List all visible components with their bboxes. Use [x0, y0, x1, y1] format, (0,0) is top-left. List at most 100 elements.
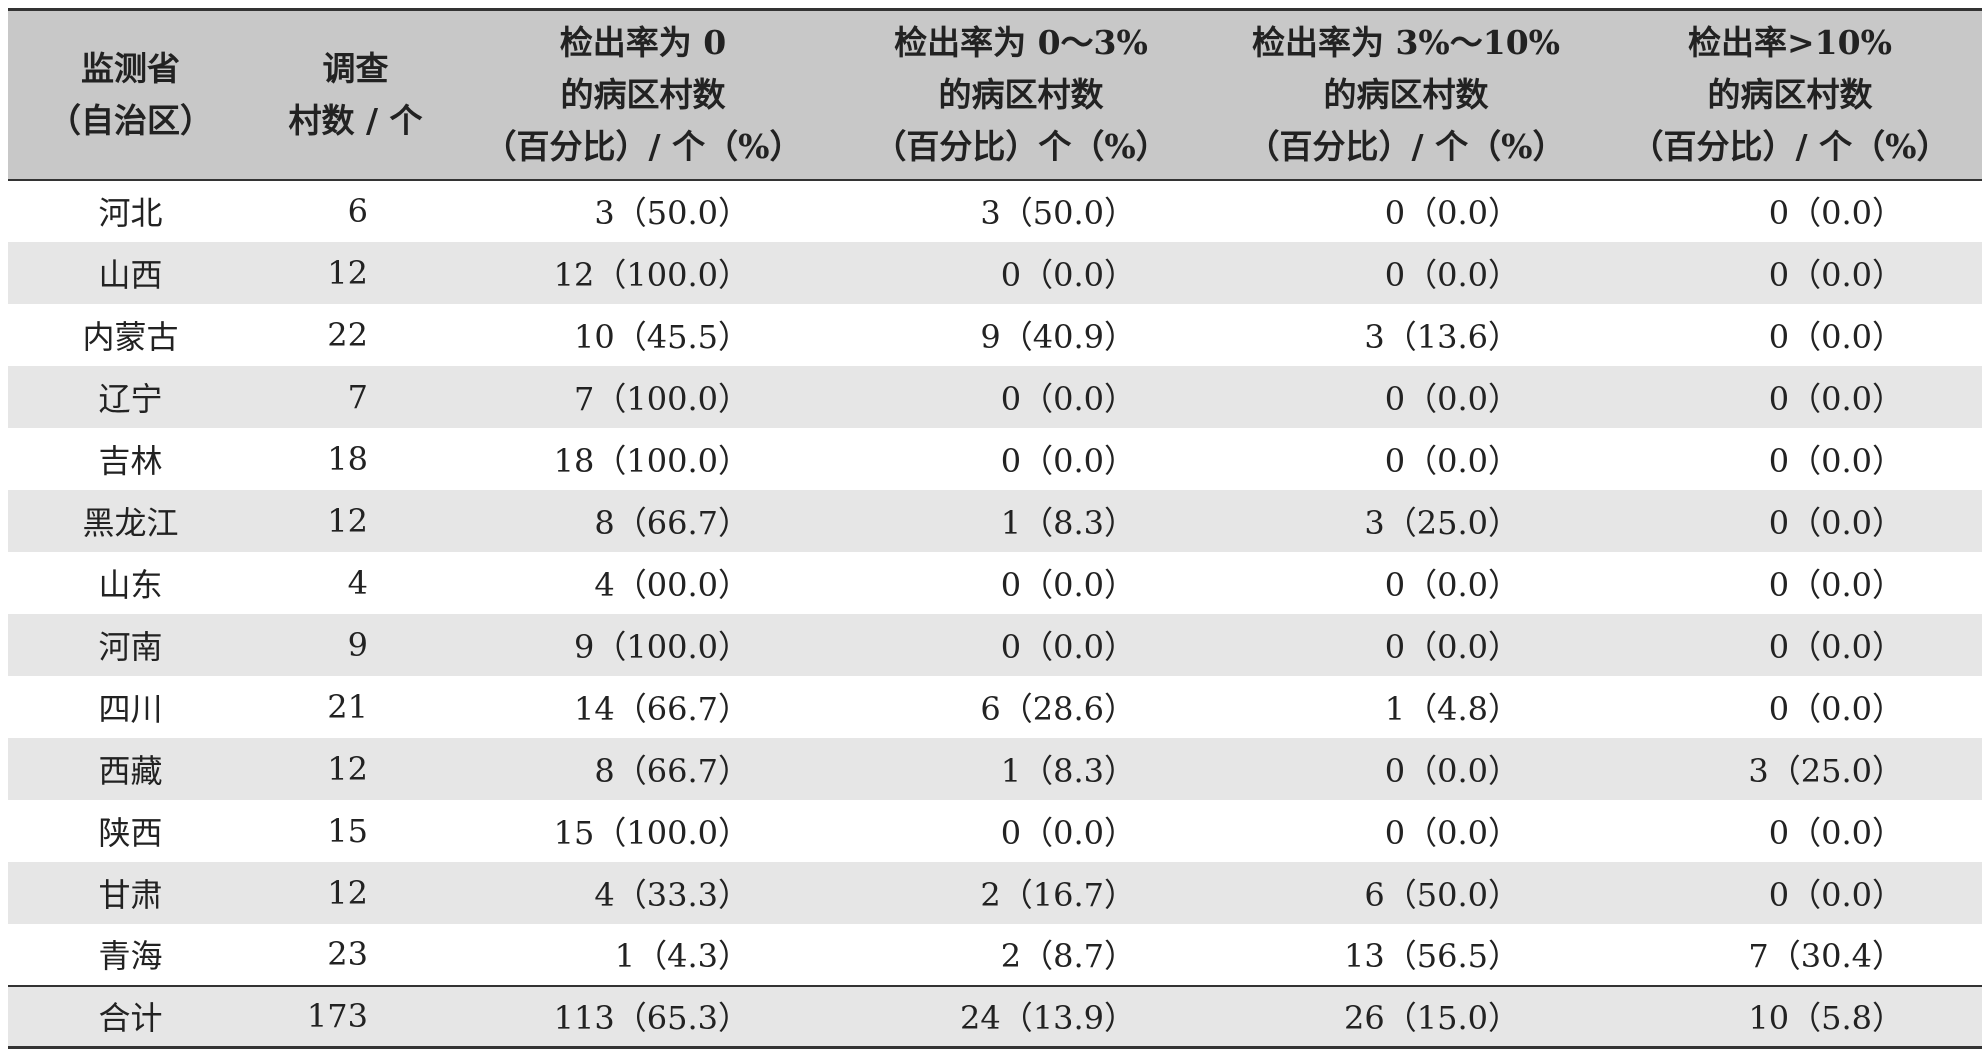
cell-province: 河南	[98, 627, 163, 666]
cell-province: 陕西	[98, 813, 163, 852]
cell-rate-0-3: 1（8.3）	[1000, 503, 1136, 542]
table-row: 吉林 18 18（100.0） 0（0.0） 0（0.0） 0（0.0）	[8, 428, 1982, 490]
cell-rate-zero: 8（66.7）	[594, 751, 750, 790]
cell-rate-0-3: 2（16.7）	[980, 875, 1136, 914]
cell-rate-3-10: 3（13.6）	[1364, 317, 1520, 356]
cell-rate-over-10: 0（0.0）	[1768, 379, 1904, 418]
cell-rate-zero: 14（66.7）	[574, 689, 750, 728]
cell-rate-3-10: 0（0.0）	[1384, 194, 1520, 232]
cell-rate-0-3: 0（0.0）	[1000, 627, 1136, 666]
header-line: （百分比）/ 个（%）	[1246, 126, 1566, 166]
cell-village-count: 15	[327, 811, 368, 850]
cell-province: 青海	[98, 937, 163, 975]
cell-rate-over-10: 0（0.0）	[1768, 317, 1904, 356]
table-row: 山东 4 4（00.0） 0（0.0） 0（0.0） 0（0.0）	[8, 552, 1982, 614]
cell-rate-0-3: 9（40.9）	[980, 317, 1136, 356]
cell-rate-3-10: 26（15.0）	[1214, 984, 1598, 1049]
cell-rate-3-10: 0（0.0）	[1384, 627, 1520, 666]
cell-rate-3-10: 3（25.0）	[1364, 503, 1520, 542]
cell-rate-3-10: 1（4.8）	[1384, 689, 1520, 728]
cell-rate-0-3: 0（0.0）	[1000, 379, 1136, 418]
table-row: 内蒙古 22 10（45.5） 9（40.9） 3（13.6） 0（0.0）	[8, 304, 1982, 366]
cell-province: 山东	[98, 565, 163, 604]
cell-village-count: 12	[327, 873, 368, 912]
cell-rate-0-3: 3（50.0）	[980, 194, 1136, 232]
cell-rate-over-10: 0（0.0）	[1768, 813, 1904, 852]
cell-province: 内蒙古	[82, 317, 179, 356]
cell-province: 四川	[98, 689, 163, 728]
header-line: （百分比）/ 个（%）	[1630, 126, 1950, 166]
table-row: 山西 12 12（100.0） 0（0.0） 0（0.0） 0（0.0）	[8, 241, 1982, 304]
table-row: 青海 23 1（4.3） 2（8.7） 13（56.5） 7（30.4）	[8, 924, 1982, 986]
header-row: 监测省 （自治区） 调查 村数 / 个检出率为 0 的病区村数 （百分比）/ 个（%） 检出…	[8, 8, 1982, 181]
cell-rate-zero: 12（100.0）	[553, 255, 750, 294]
cell-village-count: 173	[253, 984, 458, 1049]
cell-rate-zero: 4（00.0）	[594, 565, 750, 604]
cell-village-count: 23	[327, 935, 368, 973]
cell-village-count: 9	[347, 625, 368, 664]
table-row: 甘肃 12 4（33.3） 2（16.7） 6（50.0） 0（0.0）	[8, 861, 1982, 924]
header-line: 检出率>10%	[1688, 22, 1892, 62]
cell-village-count: 7	[347, 377, 368, 416]
table-row: 辽宁 7 7（100.0） 0（0.0） 0（0.0） 0（0.0）	[8, 365, 1982, 428]
cell-province: 西藏	[98, 751, 163, 790]
cell-rate-3-10: 0（0.0）	[1384, 379, 1520, 418]
header-line: 村数 / 个	[288, 100, 423, 140]
cell-rate-zero: 4（33.3）	[594, 875, 750, 914]
table-row: 河北 6 3（50.0） 3（50.0） 0（0.0） 0（0.0）	[8, 180, 1982, 242]
cell-rate-zero: 18（100.0）	[553, 441, 750, 480]
cell-rate-over-10: 0（0.0）	[1768, 194, 1904, 232]
table-body: 河北 6 3（50.0） 3（50.0） 0（0.0） 0（0.0） 山西 12 12（100.…	[8, 180, 1982, 1049]
header-rate-zero: 检出率为 0 的病区村数 （百分比）/ 个（%）	[458, 8, 828, 181]
cell-rate-3-10: 0（0.0）	[1384, 255, 1520, 294]
header-village-count: 调查村数 / 个	[253, 8, 458, 181]
header-line: 的病区村数	[938, 74, 1104, 114]
cell-rate-over-10: 0（0.0）	[1768, 255, 1904, 294]
cell-village-count: 4	[347, 563, 368, 602]
cell-rate-over-10: 0（0.0）	[1768, 503, 1904, 542]
header-line: 的病区村数	[1323, 74, 1489, 114]
cell-rate-0-3: 6（28.6）	[980, 689, 1136, 728]
cell-province: 黑龙江	[82, 503, 179, 542]
detection-rate-table: 监测省 （自治区） 调查 村数 / 个检出率为 0 的病区村数 （百分比）/ 个（%） 检出…	[8, 8, 1982, 1049]
cell-rate-zero: 10（45.5）	[574, 317, 750, 356]
cell-rate-zero: 7（100.0）	[574, 379, 750, 418]
cell-rate-over-10: 0（0.0）	[1768, 565, 1904, 604]
cell-rate-over-10: 7（30.4）	[1748, 937, 1904, 975]
total-row: 合计 173 113（65.3） 24（13.9） 26（15.0） 10（5.8）	[8, 984, 1982, 1049]
cell-rate-0-3: 2（8.7）	[1000, 937, 1136, 975]
cell-province: 甘肃	[98, 875, 163, 914]
cell-rate-0-3: 1（8.3）	[1000, 751, 1136, 790]
cell-rate-zero: 15（100.0）	[553, 813, 750, 852]
cell-rate-0-3: 0（0.0）	[1000, 813, 1136, 852]
cell-rate-over-10: 0（0.0）	[1768, 689, 1904, 728]
table-row: 河南 9 9（100.0） 0（0.0） 0（0.0） 0（0.0）	[8, 613, 1982, 676]
cell-rate-zero: 9（100.0）	[574, 627, 750, 666]
cell-province: 辽宁	[98, 379, 163, 418]
cell-province: 山西	[98, 255, 163, 294]
cell-rate-0-3: 0（0.0）	[1000, 565, 1136, 604]
cell-rate-3-10: 0（0.0）	[1384, 565, 1520, 604]
header-line: 的病区村数	[560, 74, 726, 114]
header-line: （百分比）/ 个（%）	[483, 126, 803, 166]
cell-village-count: 12	[327, 749, 368, 788]
header-rate-3-10: 检出率为 3%～10% 的病区村数 （百分比）/ 个（%）	[1214, 8, 1598, 181]
cell-rate-3-10: 6（50.0）	[1364, 875, 1520, 914]
cell-rate-over-10: 0（0.0）	[1768, 875, 1904, 914]
table-row: 黑龙江 12 8（66.7） 1（8.3） 3（25.0） 0（0.0）	[8, 489, 1982, 552]
header-line: 检出率为 3%～10%	[1251, 22, 1561, 62]
cell-rate-3-10: 0（0.0）	[1384, 441, 1520, 480]
cell-rate-over-10: 3（25.0）	[1748, 751, 1904, 790]
cell-rate-0-3: 0（0.0）	[1000, 441, 1136, 480]
cell-village-count: 12	[327, 253, 368, 292]
cell-village-count: 22	[327, 315, 368, 354]
header-province: 监测省 （自治区）	[8, 8, 253, 181]
cell-rate-over-10: 10（5.8）	[1598, 984, 1982, 1049]
header-line: 调查	[322, 48, 389, 88]
cell-rate-zero: 113（65.3）	[458, 984, 828, 1049]
header-line: 监测省	[81, 48, 180, 88]
cell-province: 吉林	[98, 441, 163, 480]
header-line: （自治区）	[48, 100, 213, 140]
cell-village-count: 12	[327, 501, 368, 540]
cell-rate-over-10: 0（0.0）	[1768, 441, 1904, 480]
